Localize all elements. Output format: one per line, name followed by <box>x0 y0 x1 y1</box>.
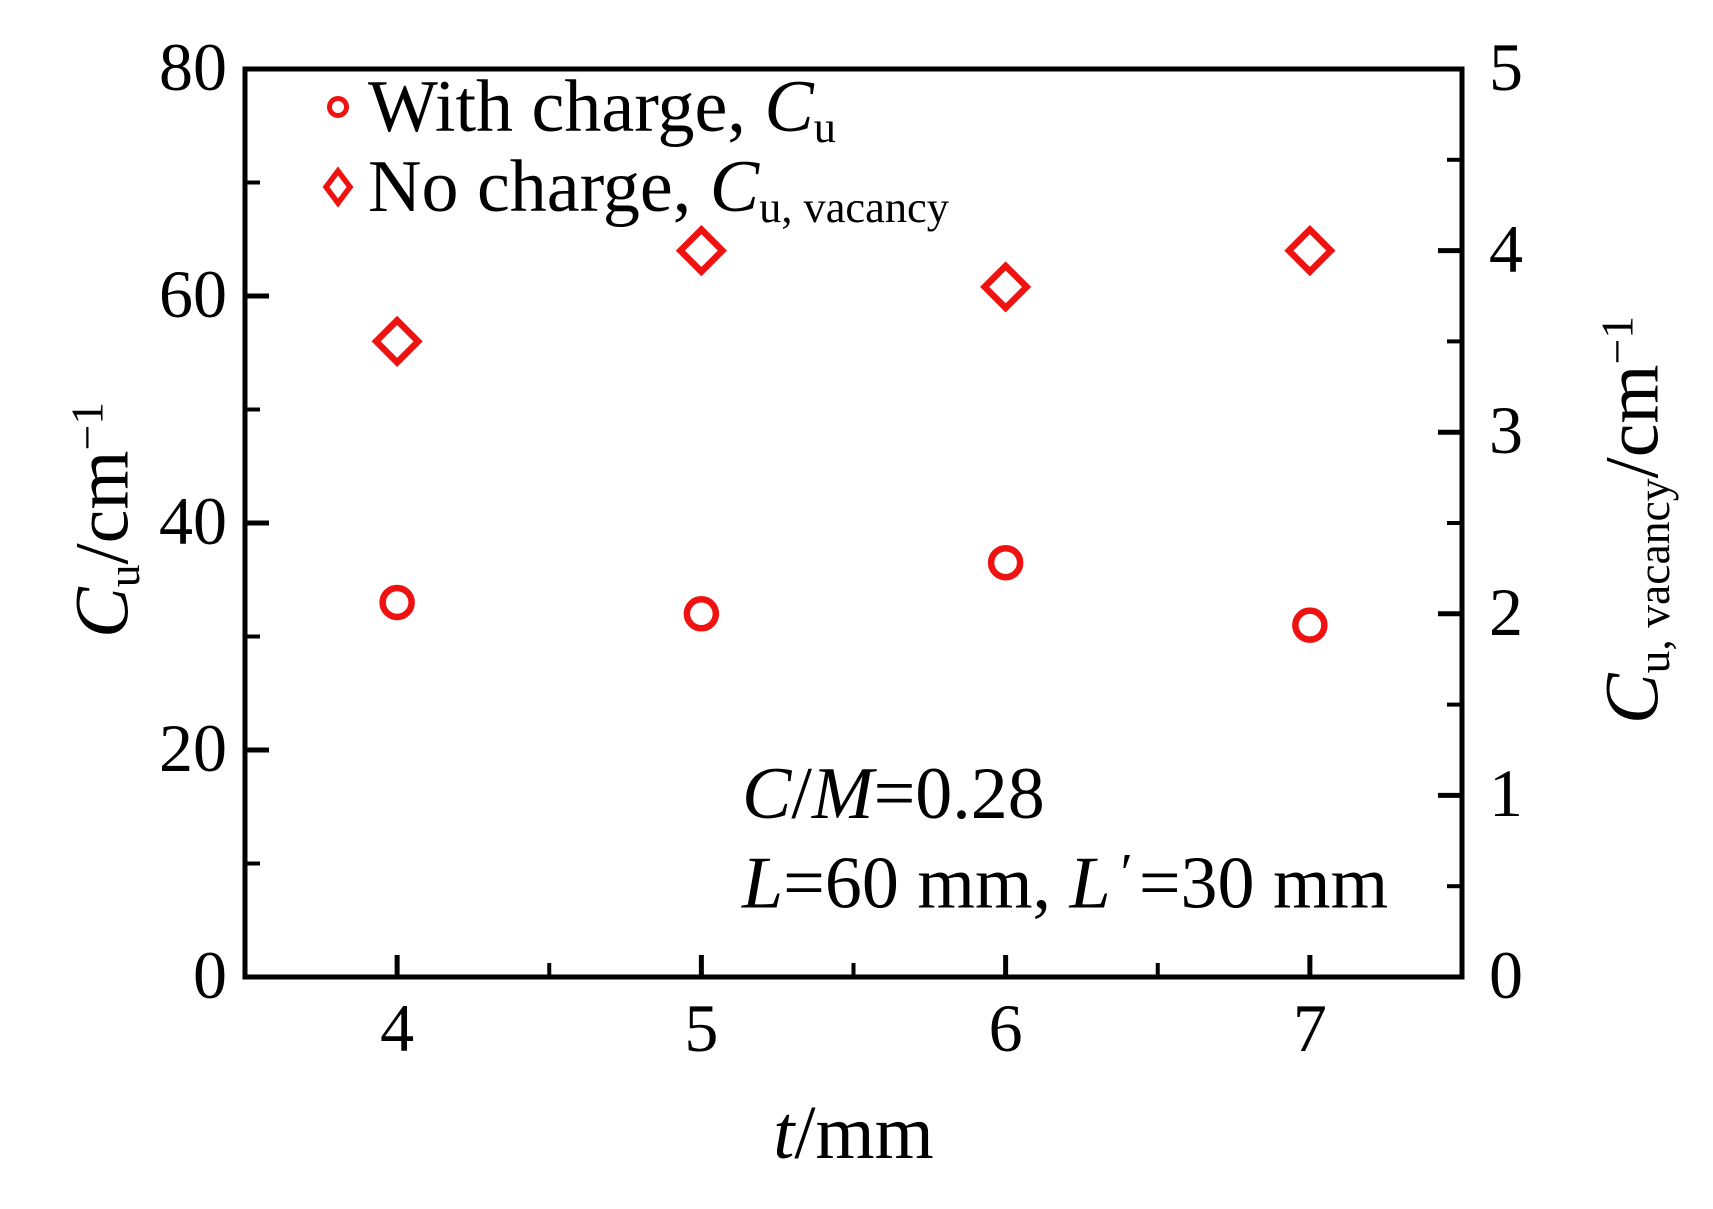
y-right-unit: /cm <box>1590 364 1675 479</box>
y-axis-right-tick-label: 4 <box>1489 210 1523 287</box>
data-point-diamond <box>1284 225 1336 277</box>
data-point-diamond <box>675 225 727 277</box>
diamond-marker-icon <box>318 165 358 209</box>
x-axis-tick-label: 7 <box>1292 990 1327 1066</box>
legend-label: No charge, Cu, vacancy <box>368 145 949 232</box>
y-right-symbol: C <box>1590 673 1675 725</box>
legend-item-with-charge: With charge, Cu <box>318 65 949 152</box>
y-axis-label-right: Cu, vacancy/cm−1 <box>1590 315 1679 725</box>
y-right-superscript: −1 <box>1591 315 1643 365</box>
y-axis-right-tick-label: 0 <box>1489 937 1523 1014</box>
annotation-line-1: C/M=0.28 <box>742 753 1045 835</box>
data-point-circle <box>379 584 415 621</box>
x-axis-symbol: t <box>773 1091 795 1175</box>
y-axis-right-tick-label: 5 <box>1489 29 1523 106</box>
y-left-superscript: −1 <box>61 402 113 451</box>
y-axis-left-tick-label: 0 <box>193 937 227 1014</box>
y-left-symbol: C <box>60 587 145 638</box>
x-axis-label: t/mm <box>245 1090 1462 1177</box>
x-axis-tick-label: 4 <box>380 990 415 1066</box>
x-axis-tick-label: 6 <box>988 990 1023 1066</box>
data-point-diamond <box>980 261 1032 313</box>
annotation-line-2: L=60 mm, L ′=30 mm <box>742 842 1389 925</box>
data-point-circle <box>987 544 1024 581</box>
annotation-block: C/M=0.28 L=60 mm, L ′=30 mm <box>742 754 1388 924</box>
circle-marker-icon <box>318 87 358 127</box>
y-axis-left-tick-label: 20 <box>159 710 227 787</box>
data-point-circle <box>1292 607 1328 643</box>
legend-label: With charge, Cu <box>368 65 836 152</box>
y-axis-right-tick-label: 3 <box>1489 392 1523 469</box>
data-point-circle <box>683 596 720 632</box>
y-right-subscript: u, vacancy <box>1627 478 1679 674</box>
y-left-subscript: u <box>97 564 149 588</box>
y-axis-left-tick-label: 40 <box>159 483 227 560</box>
y-axis-right-tick-label: 2 <box>1489 573 1523 650</box>
y-axis-left-tick-label: 60 <box>159 256 227 333</box>
y-axis-left-tick-label: 80 <box>159 29 227 106</box>
legend: With charge, Cu No charge, Cu, vacancy <box>318 65 949 232</box>
x-axis-unit: /mm <box>794 1091 934 1175</box>
x-axis-tick-label: 5 <box>684 990 719 1066</box>
y-axis-right-tick-label: 1 <box>1489 755 1523 832</box>
data-point-diamond <box>371 315 423 367</box>
legend-item-no-charge: No charge, Cu, vacancy <box>318 145 949 232</box>
